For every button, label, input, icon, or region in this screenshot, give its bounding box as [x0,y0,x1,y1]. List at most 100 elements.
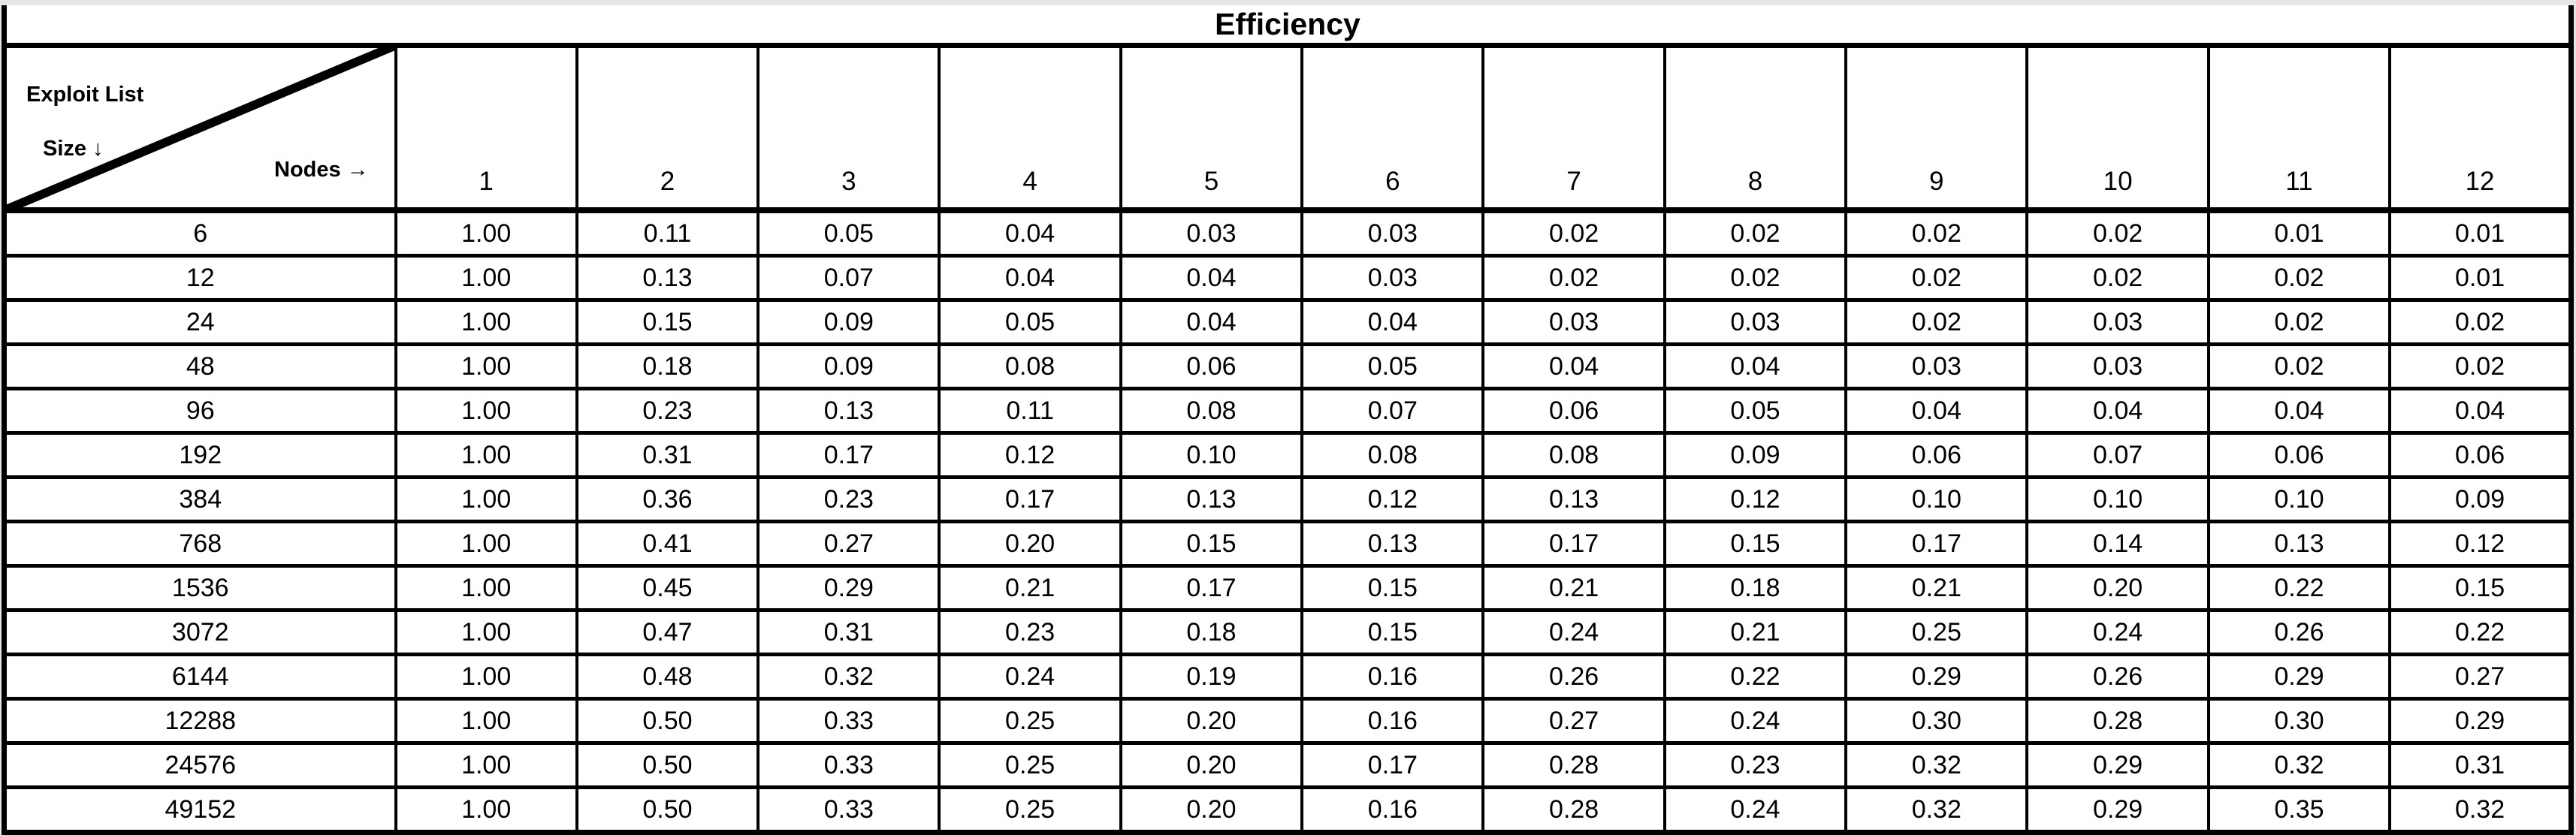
value-cell: 0.15 [1119,520,1304,568]
value-cell: 0.02 [2206,254,2392,302]
value-cell: 0.25 [938,741,1122,789]
value-cell: 0.13 [1481,475,1666,523]
value-cell: 0.26 [2206,608,2392,656]
value-cell: 0.01 [2206,208,2392,258]
value-cell: 0.17 [1844,520,2029,568]
value-cell: 0.08 [1119,387,1304,435]
value-cell: 0.06 [1119,342,1304,390]
value-cell: 0.50 [575,741,760,789]
value-cell: 1.00 [394,298,578,346]
value-cell: 0.50 [575,785,760,834]
row-header-cell: 12 [2,254,397,302]
value-cell: 1.00 [394,697,578,745]
value-cell: 0.41 [575,520,760,568]
column-header: 3 [756,44,941,213]
value-cell: 0.03 [2025,298,2210,346]
column-header: 9 [1844,44,2029,213]
row-header-cell: 24576 [2,741,397,789]
value-cell: 0.21 [1844,564,2029,612]
value-cell: 0.02 [1481,254,1666,302]
value-cell: 0.33 [756,697,941,745]
value-cell: 0.09 [1662,431,1848,479]
value-cell: 0.31 [756,608,941,656]
value-cell: 0.07 [756,254,941,302]
value-cell: 0.15 [2388,564,2573,612]
value-cell: 0.22 [2388,608,2573,656]
value-cell: 0.04 [938,254,1122,302]
value-cell: 0.04 [1300,298,1485,346]
row-header-cell: 3072 [2,608,397,656]
value-cell: 0.15 [575,298,760,346]
value-cell: 0.17 [1481,520,1666,568]
title-row: Efficiency [4,5,2571,48]
corner-row-axis-label-line2: Size ↓ [43,137,104,161]
value-cell: 0.23 [756,475,941,523]
value-cell: 0.10 [2025,475,2210,523]
value-cell: 0.20 [1119,785,1304,834]
value-cell: 0.22 [2206,564,2392,612]
value-cell: 0.04 [1662,342,1848,390]
efficiency-table: Efficiency Exploit List Size ↓ Nodes → 1… [2,5,2574,835]
value-cell: 0.04 [2388,387,2573,435]
row-header-cell: 49152 [2,785,397,834]
column-header: 7 [1481,44,1666,213]
value-cell: 0.07 [2025,431,2210,479]
value-cell: 0.24 [1662,785,1848,834]
value-cell: 1.00 [394,653,578,701]
value-cell: 0.02 [2388,342,2573,390]
value-cell: 0.35 [2206,785,2392,834]
value-cell: 0.02 [1844,254,2029,302]
value-cell: 0.13 [1119,475,1304,523]
efficiency-sheet: Efficiency Exploit List Size ↓ Nodes → 1… [2,5,2574,835]
value-cell: 0.15 [1300,608,1485,656]
value-cell: 0.13 [756,387,941,435]
value-cell: 0.10 [1119,431,1304,479]
value-cell: 0.02 [1844,208,2029,258]
value-cell: 0.11 [575,208,760,258]
value-cell: 0.02 [1481,208,1666,258]
column-header: 6 [1300,44,1485,213]
value-cell: 0.12 [2388,520,2573,568]
value-cell: 0.23 [1662,741,1848,789]
column-header: 1 [394,44,578,213]
value-cell: 0.32 [1844,741,2029,789]
value-cell: 0.05 [1300,342,1485,390]
value-cell: 0.19 [1119,653,1304,701]
table-row: 24576 1.00 0.50 0.33 0.25 0.20 0.17 0.28 0.23 0.3… [2,741,2573,789]
table-row: 384 1.00 0.36 0.23 0.17 0.13 0.12 0.13 0.12 0.10 0… [2,475,2573,523]
row-header-cell: 192 [2,431,397,479]
value-cell: 0.17 [1300,741,1485,789]
value-cell: 0.03 [1662,298,1848,346]
value-cell: 0.13 [575,254,760,302]
table-row: 96 1.00 0.23 0.13 0.11 0.08 0.07 0.06 0.05 0.04 0.… [2,387,2573,435]
value-cell: 0.02 [2388,298,2573,346]
value-cell: 0.03 [1119,208,1304,258]
table-row: 12288 1.00 0.50 0.33 0.25 0.20 0.16 0.27 0.24 0.3… [2,697,2573,745]
column-header: 10 [2025,44,2210,213]
value-cell: 1.00 [394,520,578,568]
value-cell: 0.02 [1844,298,2029,346]
value-cell: 0.10 [2206,475,2392,523]
table-row: 3072 1.00 0.47 0.31 0.23 0.18 0.15 0.24 0.21 0.25… [2,608,2573,656]
value-cell: 0.04 [2025,387,2210,435]
value-cell: 0.08 [1300,431,1485,479]
value-cell: 0.16 [1300,785,1485,834]
value-cell: 0.12 [1300,475,1485,523]
value-cell: 0.08 [1481,431,1666,479]
column-header: 2 [575,44,760,213]
value-cell: 0.24 [938,653,1122,701]
value-cell: 0.01 [2388,254,2573,302]
value-cell: 0.17 [1119,564,1304,612]
table-body: 6 1.00 0.11 0.05 0.04 0.03 0.03 0.02 0.02 0.02 0.0… [2,208,2573,834]
value-cell: 0.33 [756,741,941,789]
value-cell: 0.21 [1662,608,1848,656]
row-header-cell: 48 [2,342,397,390]
value-cell: 0.12 [1662,475,1848,523]
value-cell: 0.21 [938,564,1122,612]
value-cell: 0.30 [2206,697,2392,745]
value-cell: 0.21 [1481,564,1666,612]
value-cell: 0.03 [1300,208,1485,258]
value-cell: 0.24 [1662,697,1848,745]
value-cell: 1.00 [394,254,578,302]
value-cell: 0.04 [2206,387,2392,435]
